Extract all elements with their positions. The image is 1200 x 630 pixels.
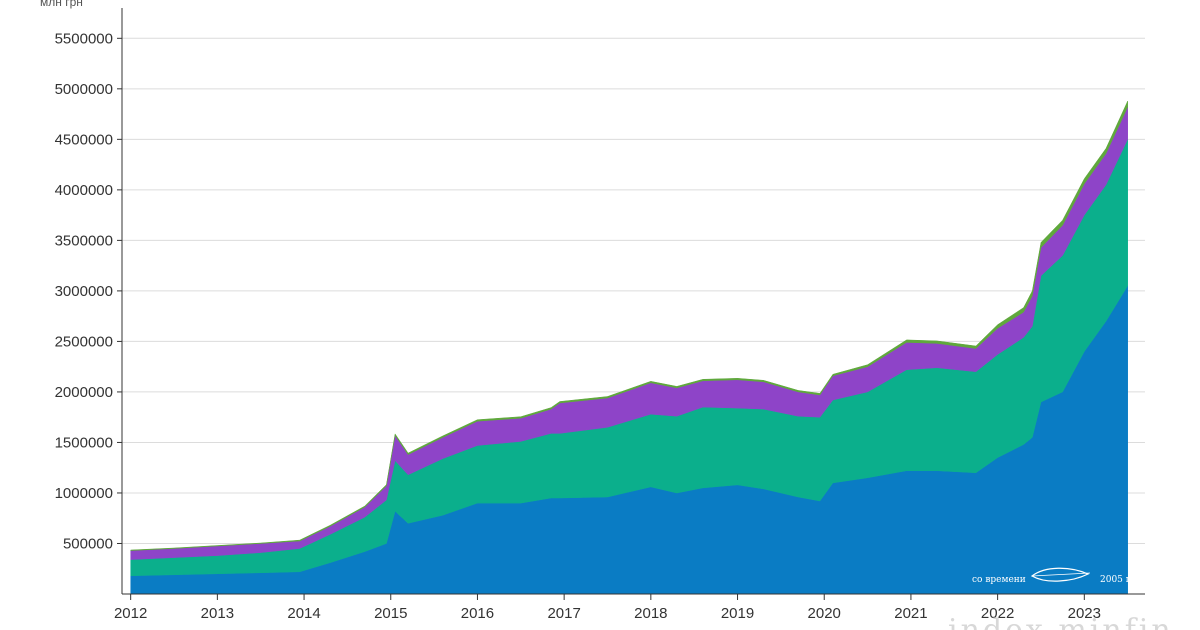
watermark-right-text: 2005 года — [1100, 575, 1147, 585]
series-area-4 — [130, 100, 1128, 551]
x-tick-label: 2012 — [114, 605, 147, 622]
y-tick-label: 500000 — [63, 535, 113, 552]
y-tick-label: 4000000 — [55, 182, 113, 199]
x-tick-label: 2023 — [1068, 605, 1101, 622]
x-tick-label: 2016 — [461, 605, 494, 622]
y-tick-label: 1000000 — [55, 485, 113, 502]
x-tick-label: 2015 — [374, 605, 407, 622]
y-tick-label: 1500000 — [55, 434, 113, 451]
x-tick-label: 2013 — [201, 605, 234, 622]
x-tick-label: 2022 — [981, 605, 1014, 622]
y-tick-label: 2000000 — [55, 384, 113, 401]
y-axis-ticks: 500000 1000000 1500000 2000000 2500000 300000… — [55, 30, 122, 552]
feather-logo-icon — [1030, 567, 1091, 582]
x-tick-label: 2018 — [634, 605, 667, 622]
unit-label: млн грн — [40, 0, 83, 9]
watermark-left-text: со времени — [972, 575, 1026, 585]
x-tick-label: 2021 — [894, 605, 927, 622]
y-tick-label: 3000000 — [55, 283, 113, 300]
y-tick-label: 2500000 — [55, 333, 113, 350]
y-tick-label: 5000000 — [55, 81, 113, 98]
x-axis-ticks: 2012 2013 2014 2015 2016 2017 2018 2019 2020 2021… — [114, 594, 1101, 622]
watermark: со времени 2005 года index.minfin — [948, 567, 1174, 630]
x-tick-label: 2017 — [547, 605, 580, 622]
x-tick-label: 2019 — [721, 605, 754, 622]
axes — [121, 8, 1145, 595]
x-tick-label: 2020 — [808, 605, 841, 622]
y-tick-label: 4500000 — [55, 131, 113, 148]
y-tick-label: 3500000 — [55, 232, 113, 249]
grid-lines — [122, 37, 1145, 544]
area-series — [130, 100, 1128, 595]
watermark-site-text: index.minfin — [948, 613, 1174, 630]
y-tick-label: 5500000 — [55, 30, 113, 47]
x-tick-label: 2014 — [287, 605, 320, 622]
